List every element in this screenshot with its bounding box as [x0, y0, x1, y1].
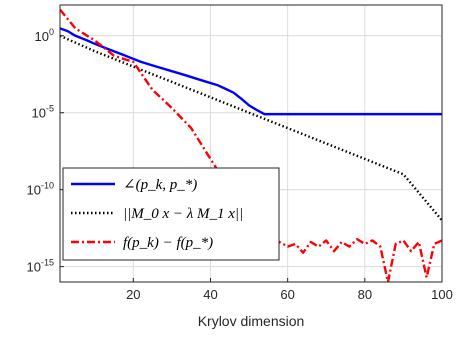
x-tick-label: 40	[203, 287, 217, 302]
y-tick-label: 10-10	[27, 181, 54, 198]
x-axis-label: Krylov dimension	[198, 313, 305, 329]
series-line-1	[60, 27, 442, 116]
series-layer	[60, 8, 442, 282]
series-line-3	[60, 8, 442, 282]
legend: ∠(p_k, p_*) ||M_0 x − λ M_1 x|| f(p_k) − f…	[62, 167, 280, 261]
x-tick-label: 100	[431, 287, 453, 302]
legend-label-2: ||M_0 x − λ M_1 x||	[123, 206, 243, 222]
series-line-2	[60, 34, 442, 222]
x-tick-label: 80	[358, 287, 372, 302]
y-tick-label: 100	[35, 27, 54, 44]
plot-frame	[59, 4, 443, 283]
legend-label-3: f(p_k) − f(p_*)	[123, 235, 213, 251]
ticks: 20 40 60 80 100 100 10-5 10-10 10-15	[27, 27, 453, 302]
y-tick-label: 10-15	[27, 258, 54, 275]
legend-label-1: ∠(p_k, p_*)	[123, 177, 197, 193]
x-tick-label: 60	[280, 287, 294, 302]
x-tick-label: 20	[126, 287, 140, 302]
y-tick-label: 10-5	[32, 104, 54, 121]
